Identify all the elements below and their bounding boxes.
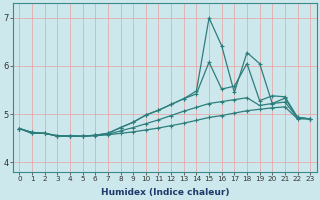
- X-axis label: Humidex (Indice chaleur): Humidex (Indice chaleur): [100, 188, 229, 197]
